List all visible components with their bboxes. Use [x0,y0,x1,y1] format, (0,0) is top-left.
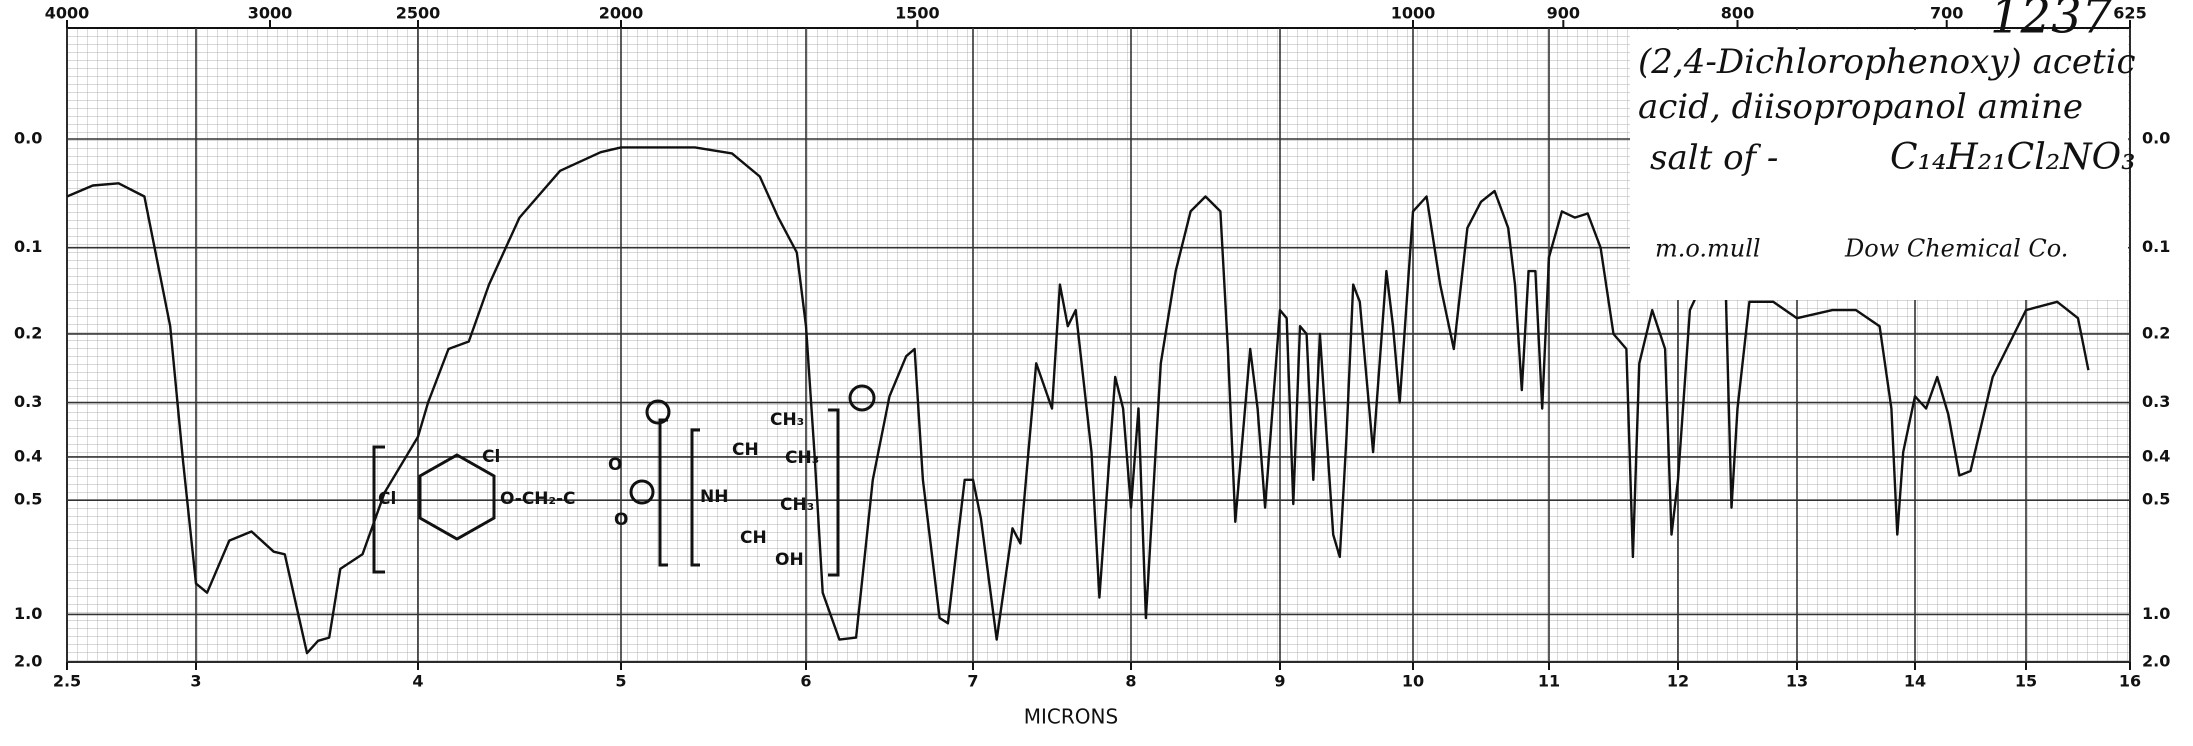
title-line: salt of - [1650,138,1778,178]
structure-label: NH [700,487,728,507]
y-tick-label: 0.5 [2142,490,2170,509]
y-tick-label: 0.0 [14,129,42,148]
structure-label: O [614,510,628,530]
structure [372,384,876,577]
x2-tick-label: 700 [1930,4,1963,23]
structure-label: Cl [482,447,500,467]
source: Dow Chemical Co. [1844,235,2068,263]
structure-label: Cl [378,489,396,509]
x-tick-label: 9 [1274,672,1285,691]
y-tick-label: 0.4 [2142,446,2170,465]
spectrum-number: 1237 [1990,0,2113,45]
x-tick-label: 11 [1538,672,1560,691]
annotation-box [1630,30,2128,300]
x2-tick-label: 3000 [248,4,293,23]
bracket [828,408,840,577]
x-tick-label: 7 [967,672,978,691]
x2-tick-label: 4000 [45,4,90,23]
y-tick-label: 0.3 [2142,392,2170,411]
x2-tick-label: 625 [2113,4,2146,23]
charge [645,399,671,425]
x-tick-label: 2.5 [53,672,81,691]
y-tick-label: 0.2 [14,323,42,342]
y-tick-label: 1.0 [2142,604,2170,623]
structure-label: O-CH₂-C [500,489,576,509]
bracket [690,428,700,567]
x-tick-label: 16 [2119,672,2141,691]
title-line: acid, diisopropanol amine [1638,87,2083,127]
x2-tick-label: 2000 [599,4,644,23]
x-tick-label: 12 [1667,672,1689,691]
y-tick-label: 1.0 [14,604,42,623]
x-axis-label: MICRONS [1024,705,1118,729]
structure-label: CH₃ [785,448,819,468]
structure-label: CH [740,528,767,548]
structure-label: CH₃ [780,495,814,515]
x-tick-label: 8 [1125,672,1136,691]
y-tick-label: 0.1 [14,237,42,256]
x2-tick-label: 1500 [895,4,940,23]
y-tick-label: 0.3 [14,392,42,411]
x-tick-label: 13 [1786,672,1808,691]
formula: C₁₄H₂₁Cl₂NO₃ [1890,137,2136,178]
charge [629,479,655,505]
structure-label: OH [775,550,804,570]
x-tick-label: 14 [1904,672,1926,691]
title-line: (2,4-Dichlorophenoxy) acetic [1638,42,2136,82]
charge [848,384,876,412]
x2-tick-label: 2500 [396,4,441,23]
y-tick-label: 2.0 [14,652,42,671]
y-tick-label: 0.2 [2142,323,2170,342]
y-tick-label: 0.4 [14,446,42,465]
x-tick-label: 15 [2015,672,2037,691]
method: m.o.mull [1655,235,1761,263]
y-tick-label: 2.0 [2142,652,2170,671]
x-tick-label: 4 [412,672,423,691]
x2-tick-label: 1000 [1391,4,1436,23]
y-tick-label: 0.0 [2142,129,2170,148]
x-tick-label: 6 [800,672,811,691]
x-tick-label: 10 [1402,672,1424,691]
x-tick-label: 5 [615,672,626,691]
y-tick-label: 0.1 [2142,237,2170,256]
x2-tick-label: 800 [1721,4,1754,23]
bracket [372,445,385,574]
x2-tick-label: 900 [1547,4,1580,23]
y-tick-label: 0.5 [14,490,42,509]
structure-label: O [608,455,622,475]
x-tick-label: 3 [190,672,201,691]
benzene-ring [418,453,496,541]
structure-label: CH [732,440,759,460]
structure-label: CH₃ [770,410,804,430]
